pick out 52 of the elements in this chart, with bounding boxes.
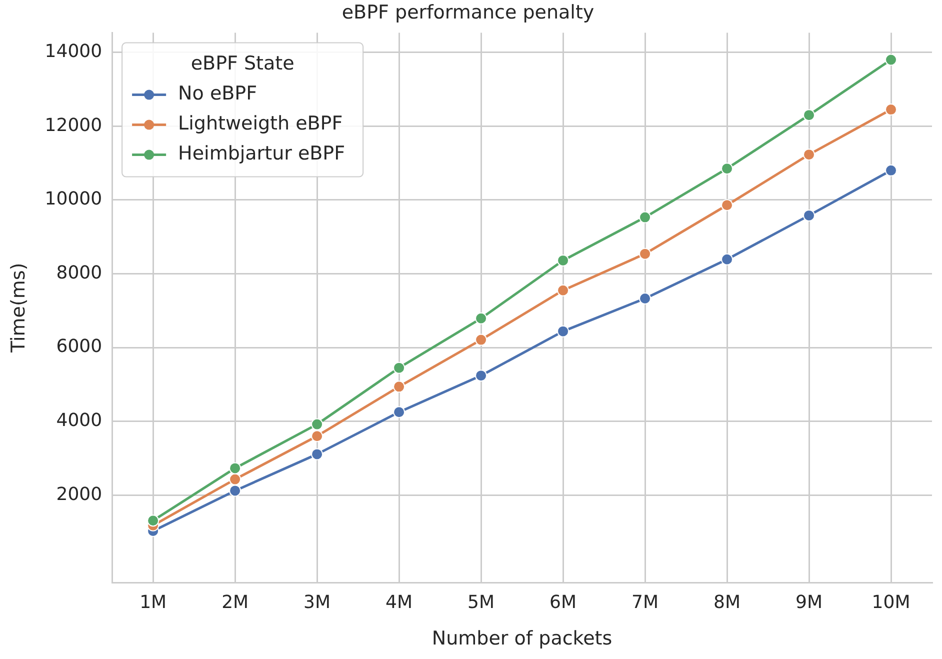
legend-title: eBPF State <box>190 52 294 75</box>
point <box>393 362 406 374</box>
point <box>311 448 324 460</box>
point <box>639 248 652 260</box>
point <box>721 162 734 175</box>
point <box>803 148 816 161</box>
y-tick-label: 8000 <box>56 262 102 284</box>
y-axis-title: Time(ms) <box>7 262 30 354</box>
point <box>639 292 652 304</box>
chart-title: eBPF performance penalty <box>342 1 594 24</box>
x-tick-label: 2M <box>222 592 249 614</box>
y-tick-label: 14000 <box>44 41 102 62</box>
point <box>885 104 898 116</box>
legend-label: Heimbjartur eBPF <box>178 142 346 165</box>
point <box>475 334 488 346</box>
legend-label: Lightweigth eBPF <box>178 112 343 135</box>
y-tick-label: 6000 <box>56 336 102 358</box>
y-tick-label: 12000 <box>44 114 102 136</box>
point <box>557 284 570 296</box>
point <box>311 418 324 430</box>
point <box>147 514 160 527</box>
point <box>475 312 488 324</box>
point <box>393 380 406 393</box>
point <box>803 109 816 122</box>
y-tick-label: 2000 <box>56 484 102 505</box>
point <box>475 370 488 382</box>
x-tick-label: 10M <box>872 592 910 614</box>
x-tick-label: 3M <box>304 592 331 614</box>
point <box>229 484 242 497</box>
point <box>803 209 816 222</box>
point <box>721 199 734 212</box>
x-tick-label: 8M <box>714 592 741 614</box>
x-tick-label: 7M <box>632 592 659 614</box>
point <box>721 253 734 266</box>
point <box>393 406 406 418</box>
point <box>557 254 570 266</box>
legend-label: No eBPF <box>178 82 258 105</box>
point <box>229 473 242 486</box>
y-tick-label: 4000 <box>56 410 102 432</box>
point <box>885 164 898 176</box>
point <box>311 430 324 442</box>
point <box>885 54 898 66</box>
x-tick-label: 4M <box>386 592 413 614</box>
point <box>557 325 570 338</box>
point <box>229 462 242 474</box>
x-tick-label: 6M <box>550 592 577 614</box>
x-tick-label: 5M <box>468 592 495 614</box>
x-tick-label: 1M <box>140 592 167 614</box>
x-tick-label: 9M <box>796 592 822 614</box>
point <box>639 211 652 224</box>
x-axis-title: Number of packets <box>432 628 612 650</box>
y-tick-label: 10000 <box>44 188 102 210</box>
